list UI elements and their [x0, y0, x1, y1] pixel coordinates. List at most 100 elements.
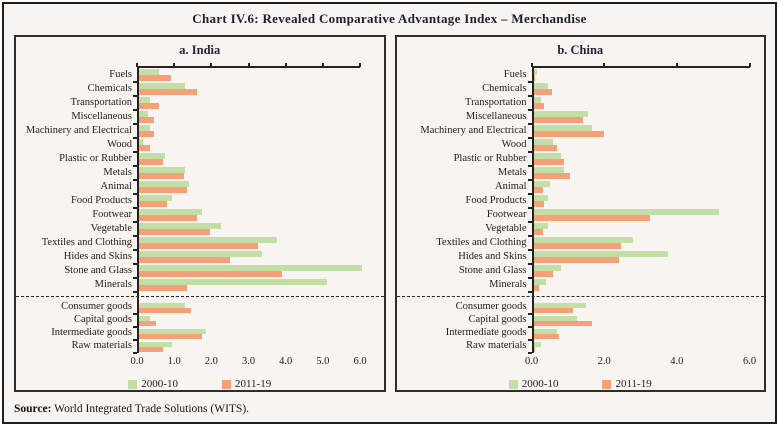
category-label: Textiles and Clothing	[436, 236, 527, 248]
bar-2011-19	[533, 333, 559, 339]
x-axis-tick	[321, 63, 324, 67]
category-row: Wood	[16, 138, 384, 153]
x-axis-tick-label: 0.0	[524, 356, 539, 367]
x-axis-tick	[247, 63, 250, 67]
x-axis-tick	[748, 63, 751, 67]
category-bars	[527, 138, 752, 153]
category-label: Transportation	[465, 96, 527, 108]
bar-2011-19	[533, 159, 565, 165]
bar-2011-19	[139, 159, 164, 165]
bar-2011-19	[139, 346, 164, 352]
category-label: Machinery and Electrical	[420, 124, 527, 136]
bar-2000-10	[533, 153, 561, 159]
category-bars	[527, 264, 752, 279]
category-row: Minerals	[397, 278, 765, 293]
bar-2000-10	[533, 237, 634, 243]
bar-2000-10	[139, 153, 166, 159]
bar-2000-10	[139, 111, 149, 117]
x-axis-tick	[603, 63, 606, 67]
category-bars	[527, 250, 752, 265]
category-row: Vegetable	[16, 222, 384, 237]
category-row: Consumer goods	[16, 301, 384, 315]
category-row: Hides and Skins	[16, 250, 384, 265]
bar-2011-19	[533, 320, 592, 326]
legend-label: 2000-10	[521, 378, 559, 390]
separator-dashed-line	[16, 296, 384, 297]
x-axis-tick	[530, 63, 533, 67]
bar-2000-10	[533, 302, 587, 308]
bar-2000-10	[139, 97, 151, 103]
category-bars	[133, 236, 362, 251]
legend-item: 2000-10	[128, 378, 178, 390]
x-axis-tick-label: 2.0	[204, 356, 218, 367]
category-bars	[133, 96, 362, 111]
bar-2000-10	[533, 111, 588, 117]
category-label: Wood	[501, 138, 527, 150]
category-row: Capital goods	[397, 314, 765, 328]
category-bars	[133, 264, 362, 279]
category-row: Textiles and Clothing	[397, 236, 765, 251]
bar-2011-19	[139, 243, 258, 249]
category-label: Food Products	[465, 194, 527, 206]
bar-2000-10	[533, 69, 538, 75]
x-axis-line	[136, 63, 361, 68]
bar-2000-10	[139, 265, 362, 271]
bar-2000-10	[533, 97, 541, 103]
x-axis-tick-label: 0.0	[130, 356, 144, 367]
category-bars	[133, 194, 362, 209]
source-note: Source: World Integrated Trade Solutions…	[14, 403, 249, 415]
bar-2000-10	[533, 265, 561, 271]
category-row: Miscellaneous	[16, 110, 384, 125]
bar-2011-19	[533, 229, 543, 235]
bar-2000-10	[139, 125, 151, 131]
category-label: Machinery and Electrical	[25, 124, 132, 136]
category-row: Minerals	[16, 278, 384, 293]
category-bars	[133, 208, 362, 223]
category-bars	[527, 236, 752, 251]
bar-2011-19	[139, 75, 171, 81]
category-bars	[527, 327, 752, 341]
category-bars	[527, 152, 752, 167]
bar-2000-10	[533, 251, 668, 257]
category-label: Food Products	[71, 194, 132, 206]
bar-2011-19	[533, 285, 539, 291]
x-axis-tick-label: 2.0	[597, 356, 611, 367]
category-bars	[133, 340, 362, 354]
category-bars	[133, 166, 362, 181]
category-bars	[133, 138, 362, 153]
x-axis-tick-label: 6.0	[353, 356, 367, 367]
category-bars	[133, 250, 362, 265]
bar-2011-19	[533, 257, 619, 263]
separator-dashed-line	[396, 296, 764, 297]
category-label: Stone and Glass	[458, 264, 527, 276]
bar-2011-19	[139, 173, 184, 179]
x-axis-tick-label: 4.0	[670, 356, 684, 367]
bar-2011-19	[533, 103, 545, 109]
category-row: Vegetable	[397, 222, 765, 237]
category-bars	[527, 194, 752, 209]
category-row: Intermediate goods	[397, 327, 765, 341]
bar-2011-19	[139, 285, 188, 291]
x-axis-tick	[173, 63, 176, 67]
legend-label: 2011-19	[234, 378, 272, 390]
category-label: Fuels	[503, 68, 527, 80]
bar-2011-19	[139, 201, 167, 207]
bar-2000-10	[533, 223, 549, 229]
bar-2011-19	[139, 215, 197, 221]
category-bars	[133, 278, 362, 293]
category-row: Footwear	[16, 208, 384, 223]
legend: 2000-10 2011-19	[397, 378, 765, 390]
category-row: Plastic or Rubber	[397, 152, 765, 167]
category-bars	[133, 180, 362, 195]
category-bars	[527, 278, 752, 293]
category-bars	[133, 314, 362, 328]
category-row: Fuels	[16, 68, 384, 83]
bar-2011-19	[533, 173, 570, 179]
bar-2000-10	[533, 209, 719, 215]
category-row: Raw materials	[16, 340, 384, 354]
category-row: Animal	[16, 180, 384, 195]
category-row: Food Products	[397, 194, 765, 209]
category-label: Hides and Skins	[63, 250, 132, 262]
category-row: Plastic or Rubber	[16, 152, 384, 167]
bar-2011-19	[139, 89, 197, 95]
